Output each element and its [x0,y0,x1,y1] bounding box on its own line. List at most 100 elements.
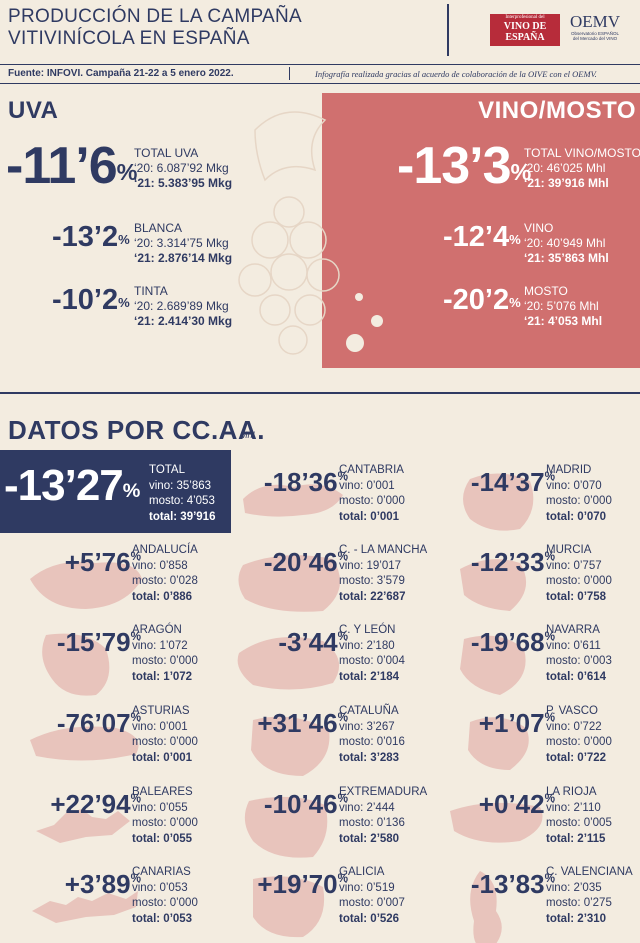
region-pct-sign: % [337,791,348,805]
region-pct-value: -10’46 [263,789,338,819]
region-pct: -20’46% [264,547,348,578]
vino-mosto-pct: -20’2% [443,284,521,316]
region-pct-sign: % [130,629,141,643]
region-vino: vino: 0’757 [546,559,602,572]
region-pct: -10’46% [264,789,348,820]
region-vino: vino: 3’267 [339,720,395,733]
oemv-logo: OEMV Observatorio ESPAÑOL del Mercado de… [569,12,621,41]
grape-bunch-illustration [238,111,340,355]
region-pct-value: -12’33 [470,547,545,577]
uva-blanca-detail: BLANCA ‘20: 3.314’75 Mkg ‘21: 2.876’14 M… [134,221,233,265]
region-vino: vino: 1’072 [132,639,188,652]
region-name: CANARIAS [132,866,191,878]
region-map-silhouette [460,559,527,611]
region-mosto: mosto: 0’000 [546,495,612,507]
uva-heading: UVA [8,97,59,124]
region-total: total: 0’722 [546,751,607,764]
region-info: CANTABRIA vino: 0’001 mosto: 0’000 total: 0… [339,463,405,525]
region-mosto: mosto: 0’016 [339,736,405,748]
credit-text: Infografía realizada gracias al acuerdo … [315,69,597,79]
ccaa-total-pct: -13’27% [4,461,140,510]
uva-total-detail: TOTAL UVA ‘20: 6.087’92 Mkg ‘21: 5.383’9… [134,146,233,190]
region-card: -76’07% ASTURIAS vino: 0’001 mosto: 0’000 to… [0,704,205,782]
region-vino: vino: 2’110 [546,801,601,814]
region-pct-value: -20’46 [263,547,338,577]
region-info: ASTURIAS vino: 0’001 mosto: 0’000 total: 0’… [132,704,198,766]
region-map-silhouette [253,876,325,938]
region-pct-value: -76’07 [56,708,131,738]
region-vino: vino: 0’070 [546,479,602,492]
region-map-silhouette [42,633,110,696]
section-divider [0,392,640,394]
region-card: +1’07% P. VASCO vino: 0’722 mosto: 0’000 tot… [414,704,619,782]
region-pct-value: +22’94 [50,789,131,819]
region-pct-sign: % [544,871,555,885]
source-text: Fuente: INFOVI. Campaña 21-22 a 5 enero … [8,68,234,79]
region-pct-value: +5’76 [64,547,131,577]
region-total: total: 2’184 [339,670,400,683]
region-card: -15’79% ARAGÓN vino: 1’072 mosto: 0’000 tota… [0,623,205,701]
region-total: total: 0’526 [339,912,400,925]
region-info: C. VALENCIANA vino: 2’035 mosto: 0’275 tota… [546,865,633,927]
region-info: C. Y LEÓN vino: 2’180 mosto: 0’004 total: 2… [339,623,405,685]
wine-bubbles-illustration [346,293,383,352]
region-pct-value: -3’44 [278,627,338,657]
region-map-silhouette [470,871,502,943]
page-title-line2: VITIVINÍCOLA EN ESPAÑA [8,28,250,49]
region-name: LA RIOJA [546,786,597,798]
region-pct-sign: % [130,791,141,805]
region-name: ARAGÓN [132,624,182,636]
region-pct-value: -19’68 [470,627,545,657]
region-vino: vino: 2’035 [546,881,602,894]
region-map-silhouette [244,796,328,858]
region-map-silhouette [32,891,138,923]
region-pct-sign: % [337,710,348,724]
region-mosto: mosto: 0’000 [339,495,405,507]
region-vino: vino: 2’444 [339,801,395,814]
region-name: ANDALUCÍA [132,544,198,556]
region-pct-value: -18’36 [263,467,338,497]
region-info: C. - LA MANCHA vino: 19’017 mosto: 3’579 to… [339,543,427,605]
region-map-silhouette [30,561,142,609]
region-vino: vino: 0’055 [132,801,188,814]
ccaa-title: DATOS POR CC.AA. [8,415,265,445]
region-info: CATALUÑA vino: 3’267 mosto: 0’016 total: 3’… [339,704,405,766]
uva-total-pct: -11’6% [6,137,137,195]
region-pct: +5’76% [65,547,141,578]
region-card: -3’44% C. Y LEÓN vino: 2’180 mosto: 0’004 to… [207,623,412,701]
region-name: GALICIA [339,866,385,878]
region-map-silhouette [460,635,526,695]
region-vino: vino: 0’611 [546,639,601,652]
region-card: -20’46% C. - LA MANCHA vino: 19’017 mosto: … [207,543,427,621]
region-pct-value: +1’07 [478,708,545,738]
region-card: +5’76% ANDALUCÍA vino: 0’858 mosto: 0’028 to… [0,543,205,621]
ccaa-total-detail: TOTAL vino: 35’863 mosto: 4’053 total: 3… [149,464,216,523]
region-mosto: mosto: 0’000 [132,736,198,748]
ccaa-unit: Mhl [240,430,255,440]
region-total: total: 0’614 [546,670,607,683]
region-vino: vino: 2’180 [339,639,395,652]
region-total: total: 0’886 [132,590,193,603]
region-pct-sign: % [337,871,348,885]
vino-total-pct: -13’3% [397,137,531,195]
region-pct: -3’44% [278,627,348,658]
region-pct-value: -13’83 [470,869,545,899]
region-mosto: mosto: 0’000 [132,655,198,667]
uva-tinta-detail: TINTA ‘20: 2.689’89 Mkg ‘21: 2.414’30 Mk… [134,284,233,328]
region-pct: +3’89% [65,869,141,900]
header-divider [447,4,449,56]
region-total: total: 2’115 [546,832,606,845]
region-info: GALICIA vino: 0’519 mosto: 0’007 total: 0’5… [339,865,405,927]
region-map-silhouette [243,484,343,517]
region-card: -19’68% NAVARRA vino: 0’611 mosto: 0’003 tot… [414,623,619,701]
region-info: MADRID vino: 0’070 mosto: 0’000 total: 0’07… [546,463,612,525]
region-map-silhouette [36,809,130,843]
source-bar [0,64,640,84]
region-card: -18’36% CANTABRIA vino: 0’001 mosto: 0’000 t… [207,463,412,541]
region-vino: vino: 0’722 [546,720,602,733]
region-vino: vino: 0’001 [339,479,395,492]
region-pct-value: +3’89 [64,869,131,899]
region-name: MURCIA [546,544,592,556]
region-pct-sign: % [544,469,555,483]
region-mosto: mosto: 0’000 [546,736,612,748]
